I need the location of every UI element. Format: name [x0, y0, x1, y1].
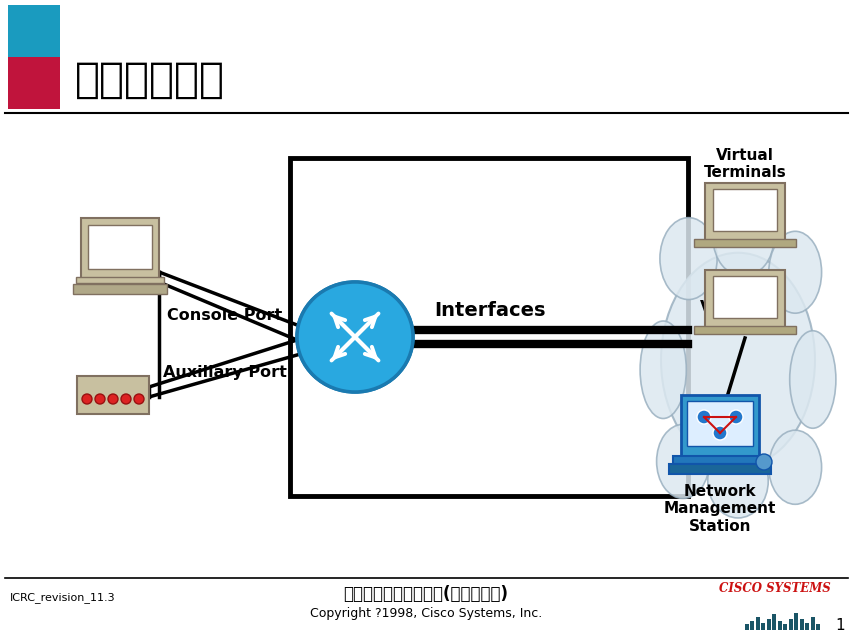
- Ellipse shape: [296, 332, 412, 359]
- FancyBboxPatch shape: [810, 617, 814, 630]
- Ellipse shape: [712, 202, 773, 276]
- Text: Virtual
Terminals: Virtual Terminals: [703, 148, 786, 180]
- FancyBboxPatch shape: [744, 624, 748, 630]
- Text: ICRC_revision_11.3: ICRC_revision_11.3: [10, 593, 116, 604]
- Text: VTY 0 4: VTY 0 4: [699, 299, 770, 317]
- FancyBboxPatch shape: [761, 623, 764, 630]
- Ellipse shape: [768, 231, 820, 313]
- Circle shape: [696, 410, 711, 424]
- FancyBboxPatch shape: [750, 621, 754, 630]
- Text: 外部配置资源: 外部配置资源: [75, 59, 225, 101]
- Ellipse shape: [296, 282, 412, 392]
- Ellipse shape: [656, 424, 709, 499]
- FancyBboxPatch shape: [755, 617, 759, 630]
- Ellipse shape: [296, 282, 412, 392]
- FancyBboxPatch shape: [772, 614, 775, 630]
- Ellipse shape: [789, 331, 835, 428]
- FancyBboxPatch shape: [88, 225, 152, 269]
- FancyBboxPatch shape: [788, 619, 792, 630]
- Text: Network
Management
Station: Network Management Station: [663, 484, 775, 534]
- FancyBboxPatch shape: [777, 621, 781, 630]
- Text: Interfaces: Interfaces: [434, 301, 545, 319]
- Ellipse shape: [639, 321, 686, 419]
- Circle shape: [712, 426, 726, 440]
- FancyBboxPatch shape: [8, 5, 60, 57]
- Text: CISCO SYSTEMS: CISCO SYSTEMS: [718, 582, 830, 595]
- FancyBboxPatch shape: [694, 239, 795, 247]
- Circle shape: [108, 394, 118, 404]
- Circle shape: [755, 454, 771, 470]
- Ellipse shape: [768, 430, 820, 504]
- Circle shape: [121, 394, 131, 404]
- Circle shape: [95, 394, 105, 404]
- FancyBboxPatch shape: [77, 376, 149, 414]
- FancyBboxPatch shape: [704, 270, 784, 330]
- FancyBboxPatch shape: [680, 395, 758, 460]
- Circle shape: [82, 394, 92, 404]
- FancyBboxPatch shape: [793, 613, 797, 630]
- FancyBboxPatch shape: [290, 158, 688, 496]
- Ellipse shape: [707, 444, 768, 518]
- Circle shape: [728, 410, 742, 424]
- FancyBboxPatch shape: [704, 183, 784, 243]
- FancyBboxPatch shape: [694, 326, 795, 334]
- Ellipse shape: [659, 218, 717, 300]
- FancyBboxPatch shape: [712, 276, 776, 318]
- FancyBboxPatch shape: [76, 277, 164, 283]
- FancyBboxPatch shape: [804, 623, 809, 630]
- FancyBboxPatch shape: [783, 624, 786, 630]
- FancyBboxPatch shape: [672, 456, 766, 464]
- FancyBboxPatch shape: [712, 189, 776, 231]
- Text: Auxiliary Port: Auxiliary Port: [163, 365, 286, 381]
- Text: 1: 1: [834, 618, 844, 632]
- FancyBboxPatch shape: [73, 284, 167, 294]
- FancyBboxPatch shape: [799, 619, 803, 630]
- Circle shape: [134, 394, 144, 404]
- Text: Copyright ?1998, Cisco Systems, Inc.: Copyright ?1998, Cisco Systems, Inc.: [309, 607, 542, 620]
- FancyBboxPatch shape: [686, 401, 752, 446]
- FancyBboxPatch shape: [8, 57, 60, 109]
- Ellipse shape: [660, 253, 814, 467]
- FancyBboxPatch shape: [766, 619, 770, 630]
- Text: Console Port: Console Port: [167, 307, 282, 323]
- Text: 思科网络技术学院教程(路由器基础): 思科网络技术学院教程(路由器基础): [343, 585, 508, 603]
- Text: T: T: [724, 408, 734, 422]
- FancyBboxPatch shape: [815, 624, 820, 630]
- FancyBboxPatch shape: [81, 218, 158, 280]
- FancyBboxPatch shape: [668, 464, 770, 474]
